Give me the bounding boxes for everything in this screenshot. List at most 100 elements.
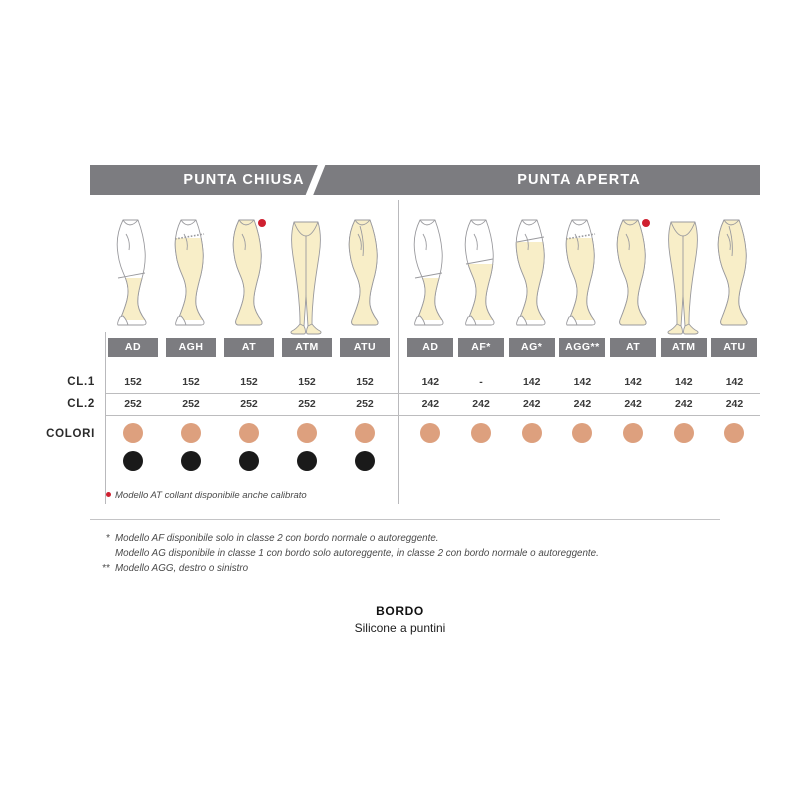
model-codes-punta-chiusa: AD AGH AT ATM ATU <box>104 336 394 358</box>
color-swatch-skin[interactable] <box>123 423 143 443</box>
cl2-value: 242 <box>675 398 693 410</box>
footnotes-separator <box>90 519 720 520</box>
color-swatch-skin[interactable] <box>623 423 644 443</box>
color-swatch-skin[interactable] <box>724 423 745 443</box>
color-swatch-skin[interactable] <box>471 423 492 443</box>
red-dot-icon <box>106 492 111 497</box>
color-swatch-skin[interactable] <box>420 423 441 443</box>
footnote-line: * Modello AF disponibile solo in classe 2… <box>92 531 752 546</box>
rule-under-cl2 <box>106 415 760 416</box>
leg-illustration-atm <box>278 216 336 336</box>
colori-cell <box>405 418 456 484</box>
model-code-chip-afstar[interactable]: AF* <box>458 337 505 357</box>
model-code-chip-atu[interactable]: ATU <box>711 337 758 357</box>
model-code-cell: AGH <box>162 337 220 357</box>
header-punta-aperta: PUNTA APERTA <box>398 165 760 195</box>
colori-cell <box>658 418 709 484</box>
cl1-value: 142 <box>725 376 744 388</box>
color-swatch-black[interactable] <box>123 451 143 471</box>
colori-cell <box>104 418 162 484</box>
cl1-value: 142 <box>522 376 541 388</box>
colori-cell <box>608 418 659 484</box>
cl2-values-punta-chiusa: 252 252 252 252 252 <box>104 393 394 415</box>
color-swatch-black[interactable] <box>355 451 375 471</box>
data-row-cl1: 152 152 152 152 152 142 - 142 142 142 142 142 <box>90 371 760 393</box>
colori-cell <box>162 418 220 484</box>
data-row-cl2: 252 252 252 252 252 242 242 242 242 242 242 242 <box>90 393 760 415</box>
cl2-value: 242 <box>421 398 440 410</box>
cl2-value: 252 <box>240 398 258 410</box>
footnote-line: Modello AG disponibile in classe 1 con b… <box>92 546 752 561</box>
color-swatch-skin[interactable] <box>521 423 542 443</box>
cl2-value: 242 <box>725 398 744 410</box>
footnotes-block: * Modello AF disponibile solo in classe 2… <box>92 531 752 576</box>
cl1-value: 142 <box>573 376 592 388</box>
model-code-chip-ad[interactable]: AD <box>407 337 454 357</box>
color-swatch-skin[interactable] <box>181 423 201 443</box>
cl1-value: 142 <box>421 376 440 388</box>
leg-illustration-afstar <box>456 216 507 336</box>
leg-illustration-at <box>608 216 659 336</box>
model-code-cell: AGG** <box>557 337 608 357</box>
leg-illustration-at <box>220 216 278 336</box>
model-code-cell: AG* <box>506 337 557 357</box>
cl1-value: 152 <box>182 376 200 388</box>
colori-cell <box>557 418 608 484</box>
color-swatch-skin[interactable] <box>297 423 317 443</box>
cl1-value: 142 <box>624 376 642 388</box>
model-code-chip-agstar[interactable]: AG* <box>508 337 555 357</box>
cl1-values-punta-aperta: 142 - 142 142 142 142 142 <box>405 371 760 393</box>
model-code-cell: ATM <box>658 337 709 357</box>
cl2-value: 252 <box>298 398 316 410</box>
cl1-value: 152 <box>240 376 258 388</box>
leg-illustration-atm <box>658 216 709 336</box>
leg-illustration-ad <box>405 216 456 336</box>
row-label-cl1: CL.1 <box>67 376 95 388</box>
color-swatch-black[interactable] <box>181 451 201 471</box>
cl2-value: 252 <box>182 398 200 410</box>
model-code-cell: AT <box>608 337 659 357</box>
cl1-value: 152 <box>298 376 316 388</box>
model-code-chip-at[interactable]: AT <box>224 337 274 357</box>
colori-swatches-punta-aperta <box>405 418 760 484</box>
footnote-text: Modello AG disponibile in classe 1 con b… <box>115 548 599 559</box>
model-code-chip-ad[interactable]: AD <box>108 337 158 357</box>
colori-cell <box>456 418 507 484</box>
colori-cell <box>278 418 336 484</box>
cl1-values-punta-chiusa: 152 152 152 152 152 <box>104 371 394 393</box>
color-swatch-black[interactable] <box>239 451 259 471</box>
cl2-values-punta-aperta: 242 242 242 242 242 242 242 <box>405 393 760 415</box>
colori-swatches-punta-chiusa <box>104 418 394 484</box>
color-swatch-skin[interactable] <box>673 423 694 443</box>
data-row-colori <box>90 418 760 484</box>
cl1-value: - <box>479 376 483 388</box>
model-code-chip-atm[interactable]: ATM <box>660 337 707 357</box>
leg-illustration-aggstarstar <box>557 216 608 336</box>
color-swatch-skin[interactable] <box>239 423 259 443</box>
leg-illustrations-punta-aperta <box>405 200 760 336</box>
color-swatch-skin[interactable] <box>572 423 593 443</box>
model-code-chip-at[interactable]: AT <box>610 337 657 357</box>
model-code-chip-agh[interactable]: AGH <box>166 337 216 357</box>
model-code-cell: AT <box>220 337 278 357</box>
model-code-chip-aggstarstar[interactable]: AGG** <box>559 337 606 357</box>
header-right-title: PUNTA APERTA <box>517 172 641 188</box>
footnote-text: Modello AGG, destro o sinistro <box>115 563 249 574</box>
cl2-value: 242 <box>624 398 642 410</box>
footnote-marker: ** <box>102 563 110 574</box>
divider-sections <box>398 200 399 504</box>
model-code-chip-atu[interactable]: ATU <box>340 337 390 357</box>
colori-cell <box>220 418 278 484</box>
cl2-value: 252 <box>356 398 374 410</box>
model-code-chip-atm[interactable]: ATM <box>282 337 332 357</box>
rule-under-cl1 <box>106 393 760 394</box>
color-swatch-skin[interactable] <box>355 423 375 443</box>
color-swatch-black[interactable] <box>297 451 317 471</box>
note-at-calibrato-text: Modello AT collant disponibile anche cal… <box>115 490 307 501</box>
cl2-value: 242 <box>472 398 490 410</box>
leg-illustrations-strip <box>90 200 760 336</box>
leg-illustration-ad <box>104 216 162 336</box>
model-code-row: AD AGH AT ATM ATU AD AF* AG* AGG** AT ATM ATU <box>90 336 760 358</box>
model-code-cell: AF* <box>456 337 507 357</box>
row-label-cl2: CL.2 <box>67 398 95 410</box>
